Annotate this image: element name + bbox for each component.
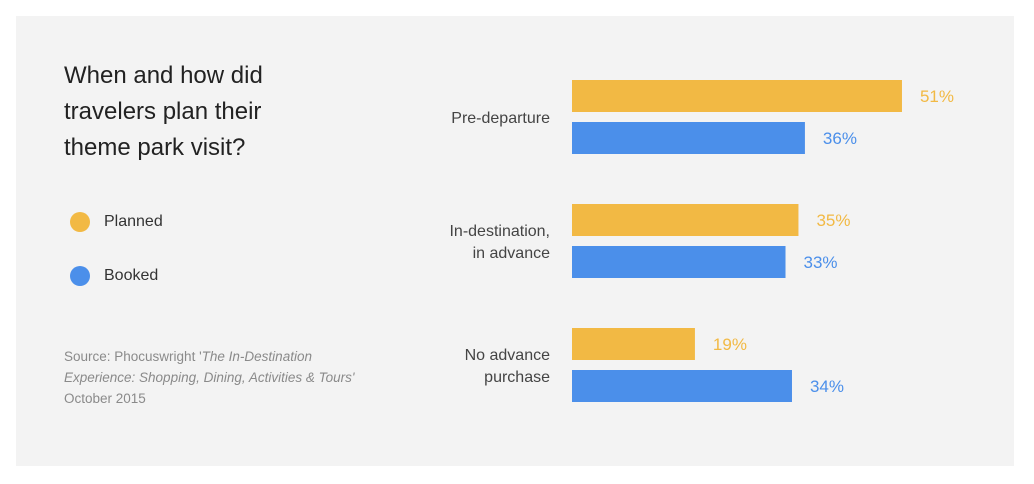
- chart-card: When and how did travelers plan their th…: [16, 16, 1014, 466]
- source-publication: The In-Destination Experience: Shopping,…: [64, 349, 355, 385]
- bar-booked: [572, 246, 786, 278]
- category-label: purchase: [484, 369, 550, 386]
- bar-planned: [572, 80, 902, 112]
- bar-booked: [572, 370, 792, 402]
- data-label-booked: 34%: [810, 377, 844, 396]
- bar-planned: [572, 204, 799, 236]
- data-label-booked: 36%: [823, 129, 857, 148]
- chart-title: When and how did travelers plan their th…: [64, 62, 263, 161]
- category-label: Pre-departure: [451, 110, 550, 127]
- legend-swatch-booked: [70, 266, 90, 286]
- data-label-planned: 51%: [920, 87, 954, 106]
- bar-planned: [572, 328, 695, 360]
- category-label: in advance: [473, 245, 550, 262]
- data-label-booked: 33%: [804, 253, 838, 272]
- data-label-planned: 19%: [713, 335, 747, 354]
- source-prefix: Source: Phocuswright ': [64, 349, 202, 364]
- source-note: Source: Phocuswright 'The In-Destination…: [64, 346, 384, 409]
- legend-item-planned: Planned: [70, 212, 270, 232]
- legend-swatch-planned: [70, 212, 90, 232]
- source-date: October 2015: [64, 391, 146, 406]
- legend-item-booked: Booked: [70, 266, 270, 286]
- data-label-planned: 35%: [816, 211, 850, 230]
- category-label: In-destination,: [449, 223, 550, 240]
- bar-chart: Pre-departure 51% 36% In-destination, in adv…: [449, 80, 954, 402]
- legend-label-planned: Planned: [104, 213, 163, 230]
- bar-booked: [572, 122, 805, 154]
- category-label: No advance: [465, 347, 550, 364]
- legend-label-booked: Booked: [104, 267, 159, 284]
